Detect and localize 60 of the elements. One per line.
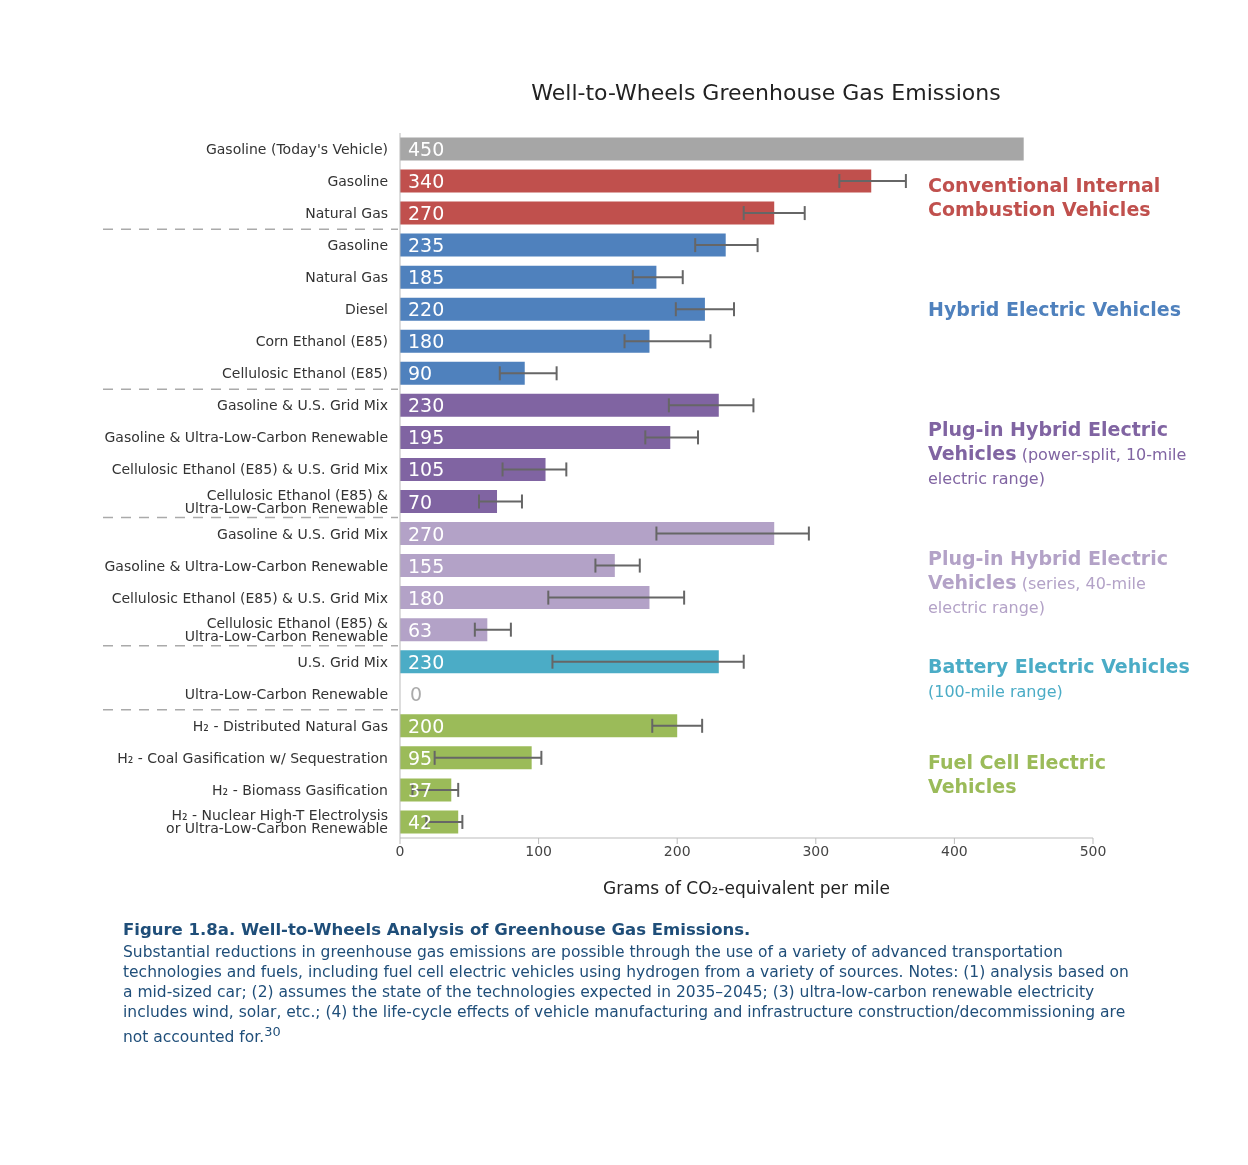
data-label: 37 (408, 778, 433, 801)
text: Conventional Internal Combustion Vehicles (928, 174, 1161, 221)
y-tick-label: Gasoline (327, 173, 388, 190)
data-label: 95 (408, 746, 433, 769)
y-tick-label: Corn Ethanol (E85) (255, 333, 388, 350)
y-tick-label: Diesel (344, 301, 388, 318)
data-label: 70 (408, 490, 433, 513)
y-tick-label: Cellulosic Ethanol (E85) & U.S. Grid Mix (111, 461, 388, 478)
data-label: 340 (408, 170, 445, 193)
y-tick-label: Natural Gas (305, 269, 388, 286)
data-label: 185 (408, 266, 445, 289)
data-label: 180 (408, 586, 445, 609)
data-label: 200 (408, 714, 445, 737)
data-label: 180 (408, 330, 445, 353)
y-tick-label: Cellulosic Ethanol (E85) (222, 365, 388, 382)
data-label: 105 (408, 458, 445, 481)
x-tick-label: 500 (1079, 842, 1107, 859)
text: Battery Electric Vehicles (100-mile range) (928, 654, 1190, 701)
y-tick-label: H₂ - Biomass Gasification (212, 781, 388, 798)
y-tick-label: U.S. Grid Mix (297, 653, 388, 670)
x-tick-label: 400 (941, 842, 968, 859)
data-label: 230 (408, 394, 445, 417)
caption: Figure 1.8a. Well-to-Wheels Analysis of Greenhouse Gas Emissions. (123, 920, 752, 940)
y-tick-label: Gasoline (Today's Vehicle) (205, 141, 388, 158)
x-tick-label: 0 (395, 842, 405, 859)
data-label: 270 (408, 202, 445, 225)
data-label: 220 (408, 298, 445, 321)
x-tick-label: 100 (525, 842, 552, 859)
x-tick-label: 200 (663, 842, 691, 859)
data-label: 63 (408, 618, 433, 641)
y-tick-label: H₂ - Coal Gasification w/ Sequestration (117, 749, 388, 766)
data-label: 450 (408, 138, 445, 161)
text: Substantial reductions in greenhouse gas emissions are possible through the use of a variety of advanced transportation technologies and fuels, including fuel cell electric vehicles using hydrogen from a variety of sources. Notes: (1) analysis based on a mid-sized car; (2) assumes the state of the technologies expected in 2035–2045; (3) ultra-low-carbon renewable electricity includes wind, solar, etc.; (4) the life-cycle effects of vehicle manufacturing and infrastructure construction/decommissioning are not accounted for.$^{30}$ (123, 942, 1130, 1048)
y-tick-label: Cellulosic Ethanol (E85) & U.S. Grid Mix (111, 589, 388, 606)
y-tick-label: Natural Gas (305, 205, 388, 222)
data-label: 90 (408, 362, 433, 385)
y-tick-label: Cellulosic Ethanol (E85) & Ultra-Low-Carbon Renewable (184, 614, 389, 644)
y-tick-label: Gasoline (327, 237, 388, 254)
y-tick-label: H₂ - Distributed Natural Gas (192, 717, 388, 734)
data-label: 230 (408, 650, 445, 673)
data-label: 235 (408, 234, 445, 257)
y-tick-label: Cellulosic Ethanol (E85) & Ultra-Low-Carbon Renewable (184, 486, 389, 516)
data-label: 0 (410, 682, 423, 705)
data-label: 155 (408, 554, 445, 577)
y-tick-label: Gasoline & U.S. Grid Mix (217, 397, 388, 414)
data-label: 270 (408, 522, 445, 545)
x-axis-title: Grams of CO₂-equivalent per mile (603, 878, 890, 898)
text: Hybrid Electric Vehicles (928, 298, 1182, 321)
text: Plug-in Hybrid Electric Vehicles (power-split, 10-mile electric range) (928, 418, 1187, 489)
y-tick-label: Gasoline & U.S. Grid Mix (217, 525, 388, 542)
data-label: 195 (408, 426, 445, 449)
text: Plug-in Hybrid Electric Vehicles (series, 40-mile electric range) (928, 546, 1168, 617)
y-tick-label: Ultra-Low-Carbon Renewable (184, 685, 388, 702)
y-tick-label: Gasoline & Ultra-Low-Carbon Renewable (104, 557, 388, 574)
text: Fuel Cell Electric Vehicles (928, 750, 1106, 797)
x-tick-label: 300 (802, 842, 830, 859)
data-label: 42 (408, 810, 433, 833)
chart-title: Well-to-Wheels Greenhouse Gas Emissions (530, 80, 1002, 105)
y-tick-label: H₂ - Nuclear High-T Electrolysis or Ultra-Low-Carbon Renewable (166, 806, 388, 836)
y-tick-label: Gasoline & Ultra-Low-Carbon Renewable (104, 429, 388, 446)
